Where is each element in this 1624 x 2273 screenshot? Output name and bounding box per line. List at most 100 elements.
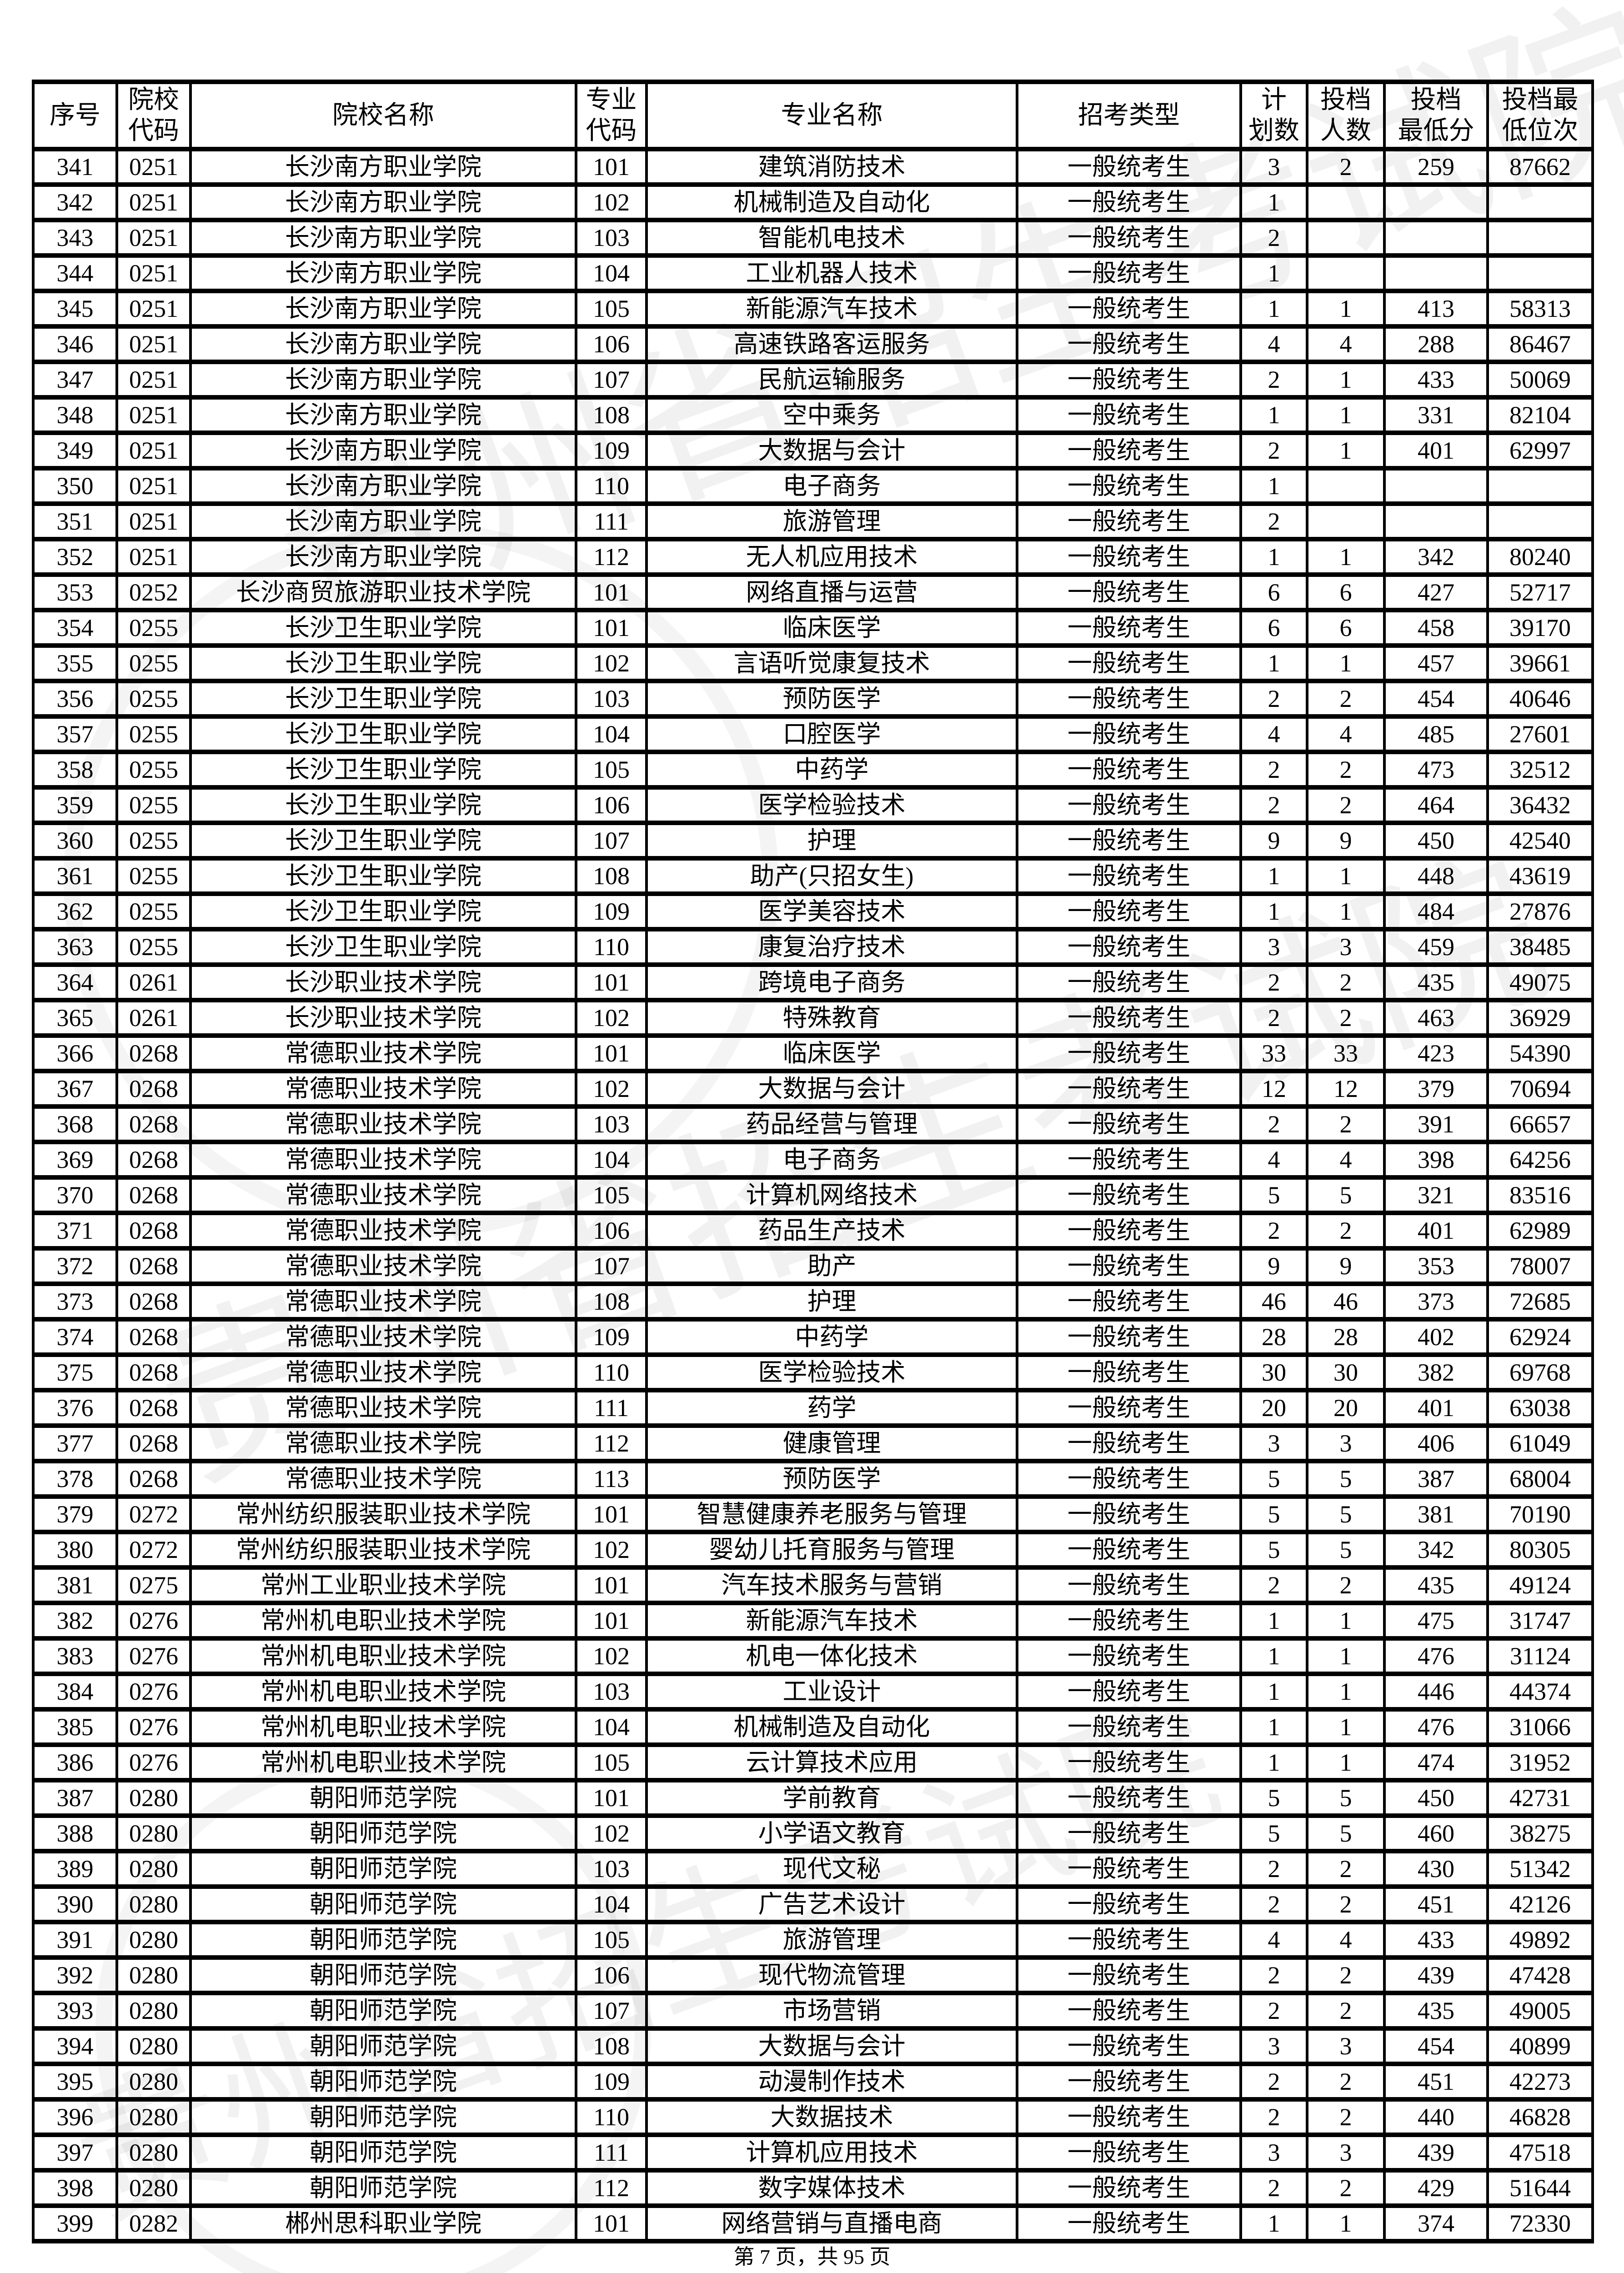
cell: 49124	[1486, 1565, 1594, 1605]
cell: 440	[1383, 2097, 1489, 2137]
cell: 484	[1383, 891, 1489, 931]
cell: 446	[1383, 1672, 1489, 1712]
cell: 36929	[1486, 998, 1594, 1038]
cell: 4	[1239, 1920, 1308, 1960]
table-row: 343 0251 长沙南方职业学院 103 智能机电技术 一般统考生 2	[32, 218, 1594, 258]
cell: 一般统考生	[1016, 608, 1242, 648]
cell: 102	[575, 1636, 648, 1676]
cell	[1306, 253, 1386, 293]
cell: 一般统考生	[1016, 1388, 1242, 1428]
cell: 108	[575, 1282, 648, 1322]
cell: 3	[1306, 927, 1386, 967]
table-row: 370 0268 常德职业技术学院 105 计算机网络技术 一般统考生 5 5 321 83516	[32, 1175, 1594, 1215]
cell: 43619	[1486, 856, 1594, 896]
cell: 385	[32, 1707, 118, 1747]
table-row: 385 0276 常州机电职业技术学院 104 机械制造及自动化 一般统考生 1 1 476 31…	[32, 1707, 1594, 1747]
cell: 一般统考生	[1016, 1565, 1242, 1605]
table-row: 353 0252 长沙商贸旅游职业技术学院 101 网络直播与运营 一般统考生 6 6 427 5…	[32, 572, 1594, 612]
cell: 44374	[1486, 1672, 1594, 1712]
cell: 1	[1239, 466, 1308, 506]
cell: 101	[575, 147, 648, 187]
cell: 435	[1383, 1565, 1489, 1605]
cell: 口腔医学	[645, 714, 1018, 754]
cell: 一般统考生	[1016, 1352, 1242, 1392]
cell: 107	[575, 821, 648, 861]
cell: 387	[32, 1778, 118, 1818]
cell: 372	[32, 1246, 118, 1286]
cell: 9	[1306, 821, 1386, 861]
cell	[1383, 182, 1489, 222]
cell: 109	[575, 1317, 648, 1357]
table-body: 341 0251 长沙南方职业学院 101 建筑消防技术 一般统考生 3 2 259 87662 3…	[32, 147, 1594, 2243]
cell: 一般统考生	[1016, 1955, 1242, 1995]
cell: 5	[1306, 1494, 1386, 1534]
table-row: 371 0268 常德职业技术学院 106 药品生产技术 一般统考生 2 2 401 62989	[32, 1211, 1594, 1251]
cell: 常州纺织服装职业技术学院	[189, 1494, 577, 1534]
cell: 2	[1239, 1211, 1308, 1251]
cell: 2	[1239, 2062, 1308, 2102]
cell: 82104	[1486, 395, 1594, 435]
cell: 一般统考生	[1016, 1707, 1242, 1747]
cell: 103	[575, 1672, 648, 1712]
cell: 353	[1383, 1246, 1489, 1286]
cell: 344	[32, 253, 118, 293]
cell: 健康管理	[645, 1423, 1018, 1463]
cell: 1	[1239, 289, 1308, 329]
cell: 413	[1383, 289, 1489, 329]
cell: 一般统考生	[1016, 891, 1242, 931]
cell: 80240	[1486, 537, 1594, 577]
cell: 401	[1383, 1388, 1489, 1428]
cell: 朝阳师范学院	[189, 2026, 577, 2066]
cell: 1	[1239, 891, 1308, 931]
cell: 6	[1306, 608, 1386, 648]
cell	[1383, 218, 1489, 258]
cell: 大数据与会计	[645, 2026, 1018, 2066]
cell: 38275	[1486, 1813, 1594, 1853]
cell: 一般统考生	[1016, 856, 1242, 896]
cell: 101	[575, 572, 648, 612]
cell: 476	[1383, 1636, 1489, 1676]
cell: 463	[1383, 998, 1489, 1038]
cell: 350	[32, 466, 118, 506]
cell: 中药学	[645, 1317, 1018, 1357]
cell: 382	[1383, 1352, 1489, 1392]
cell: 375	[32, 1352, 118, 1392]
table-row: 387 0280 朝阳师范学院 101 学前教育 一般统考生 5 5 450 42731	[32, 1778, 1594, 1818]
cell: 108	[575, 2026, 648, 2066]
cell: 395	[32, 2062, 118, 2102]
cell: 0268	[115, 1352, 192, 1392]
table-row: 390 0280 朝阳师范学院 104 广告艺术设计 一般统考生 2 2 451 42126	[32, 1884, 1594, 1924]
cell: 3	[1306, 2133, 1386, 2173]
cell: 小学语文教育	[645, 1813, 1018, 1853]
cell: 2	[1239, 1849, 1308, 1889]
cell: 31952	[1486, 1742, 1594, 1782]
cell: 70694	[1486, 1069, 1594, 1109]
cell: 一般统考生	[1016, 714, 1242, 754]
cell: 103	[575, 679, 648, 719]
cell: 一般统考生	[1016, 1494, 1242, 1534]
cell: 51342	[1486, 1849, 1594, 1889]
cell: 新能源汽车技术	[645, 289, 1018, 329]
cell: 常德职业技术学院	[189, 1246, 577, 1286]
cell: 12	[1306, 1069, 1386, 1109]
cell: 72330	[1486, 2203, 1594, 2243]
cell: 110	[575, 1352, 648, 1392]
cell: 28	[1239, 1317, 1308, 1357]
cell: 0255	[115, 821, 192, 861]
cell: 2	[1239, 1991, 1308, 2031]
cell: 1	[1239, 253, 1308, 293]
cell: 0282	[115, 2203, 192, 2243]
cell: 1	[1239, 856, 1308, 896]
cell: 107	[575, 1991, 648, 2031]
table-row: 386 0276 常州机电职业技术学院 105 云计算技术应用 一般统考生 1 1 474 319…	[32, 1742, 1594, 1782]
cell: 2	[1306, 1849, 1386, 1889]
cell: 104	[575, 714, 648, 754]
cell: 常州纺织服装职业技术学院	[189, 1530, 577, 1570]
cell: 433	[1383, 1920, 1489, 1960]
cell: 259	[1383, 147, 1489, 187]
cell: 30	[1239, 1352, 1308, 1392]
cell: 347	[32, 360, 118, 400]
cell: 护理	[645, 1282, 1018, 1322]
cell: 348	[32, 395, 118, 435]
cell: 101	[575, 1778, 648, 1818]
